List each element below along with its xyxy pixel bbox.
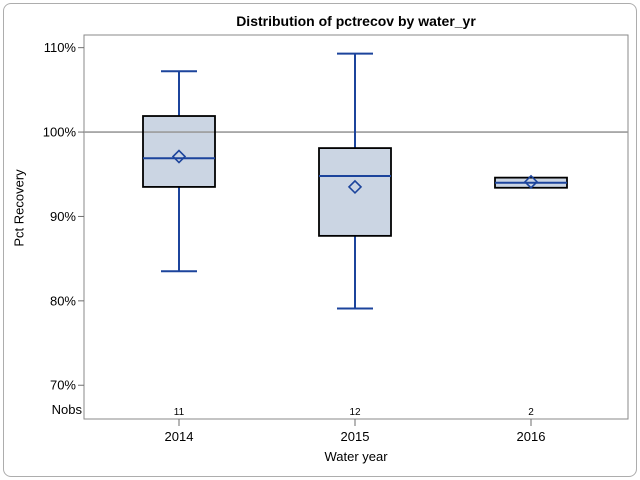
nobs-value: 11 [174,407,185,418]
y-tick-label: 100% [43,125,77,140]
mean-diamond-marker [523,174,539,189]
x-tick-label: 2015 [341,429,370,444]
x-tick-label: 2016 [517,429,546,444]
mean-diamond-marker [171,149,187,164]
y-tick-label: 110% [44,40,77,55]
box-outline [318,147,392,237]
box-outline [142,115,216,188]
output-border [3,3,637,477]
x-axis-title: Water year [324,449,388,464]
y-tick-label: 90% [50,209,76,224]
chart-title: Distribution of pctrecov by water_yr [236,13,476,29]
y-tick-label: 80% [50,293,76,308]
plot-frame [83,34,629,420]
nobs-value: 2 [528,407,534,418]
nobs-value: 12 [349,407,361,418]
mean-diamond-marker [347,179,363,195]
x-tick-label: 2014 [165,429,194,444]
nobs-row-label: Nobs [51,402,82,417]
y-tick-label: 70% [50,378,76,393]
